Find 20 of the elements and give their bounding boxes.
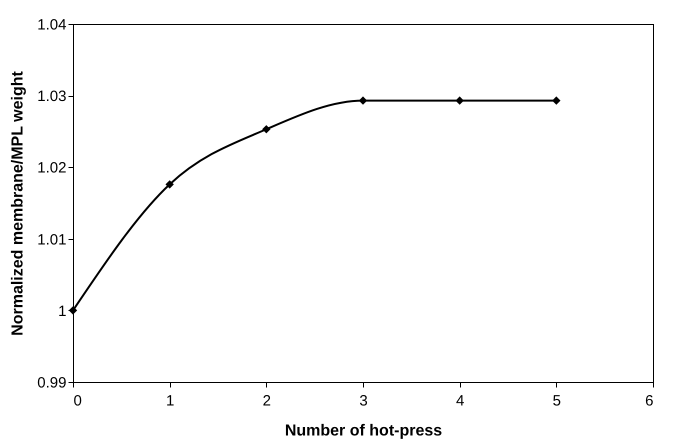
y-tick-label: 1.02 — [37, 160, 66, 177]
x-tick-label: 6 — [645, 392, 654, 410]
point — [552, 96, 561, 105]
y-tick-label: 1 — [58, 302, 66, 320]
point — [455, 96, 464, 105]
x-tick-label: 3 — [359, 392, 368, 410]
point — [262, 125, 271, 134]
y-tick-label: 1.01 — [37, 231, 66, 248]
x-tick-label: 2 — [262, 392, 272, 410]
y-tick-label: 1.04 — [37, 16, 66, 34]
point — [358, 96, 368, 105]
x-axis-title: Number of hot-press — [284, 422, 442, 440]
x-tick-label: 1 — [166, 392, 174, 410]
y-tick-label: 0.99 — [37, 374, 66, 392]
point — [165, 180, 174, 189]
x-tick-label: 0 — [74, 392, 82, 410]
x-tick-label: 4 — [456, 392, 464, 410]
y-axis-title: Normalized membrane/MPL weight — [9, 70, 26, 336]
x-tick-label: 5 — [552, 392, 562, 410]
y-tick-label: 1.03 — [37, 88, 66, 106]
